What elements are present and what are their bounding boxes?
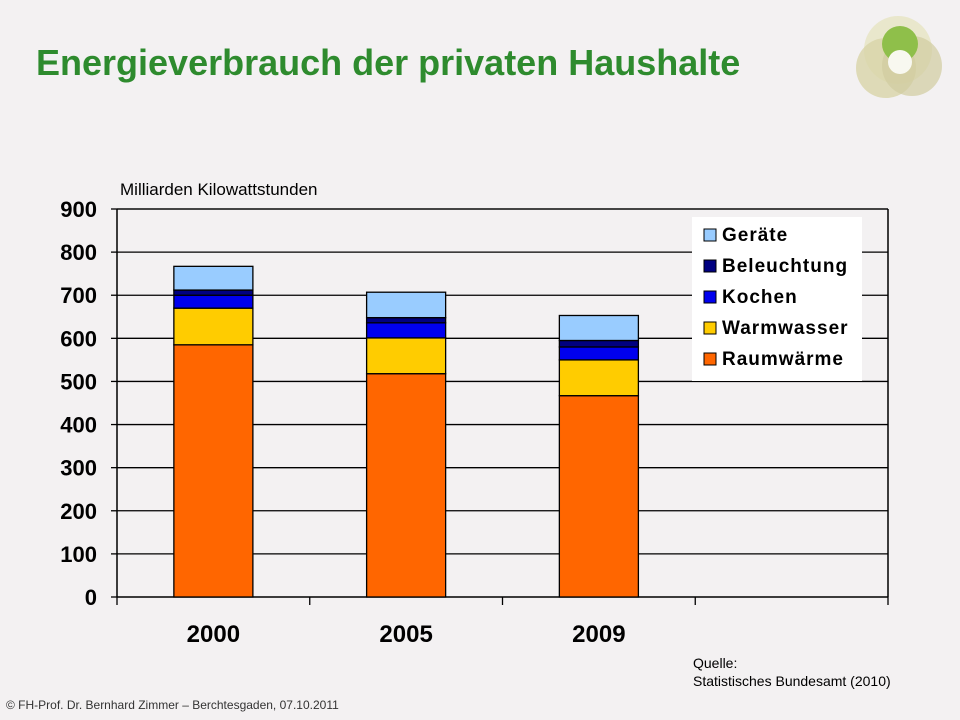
legend-label: Beleuchtung (722, 256, 848, 277)
bar-segment (173, 294, 254, 309)
bar-segment (173, 265, 254, 291)
y-tick-label: 0 (85, 585, 97, 610)
legend-box (692, 217, 862, 381)
legend-swatch (703, 352, 717, 366)
bar-segment (365, 322, 447, 339)
bar-segment (558, 314, 640, 342)
source-text: Statistisches Bundesamt (2010) (693, 673, 891, 689)
footer-credit: © FH-Prof. Dr. Bernhard Zimmer – Berchte… (6, 698, 339, 712)
x-category-label: 2009 (572, 621, 625, 648)
legend-label: Raumwärme (722, 349, 844, 370)
bar-segment (558, 395, 640, 598)
y-tick-label: 700 (60, 283, 97, 308)
legend-label: Geräte (722, 225, 788, 246)
y-tick-label: 400 (60, 413, 97, 438)
y-tick-label: 900 (60, 197, 97, 222)
y-tick-label: 800 (60, 240, 97, 265)
bar-segment (365, 337, 447, 375)
y-tick-label: 200 (60, 499, 97, 524)
bar-segment (173, 344, 254, 598)
source-note: Quelle: Statistisches Bundesamt (2010) (693, 654, 891, 690)
legend-label: Warmwasser (722, 318, 849, 339)
bar-segment (365, 291, 447, 319)
y-tick-label: 100 (60, 542, 97, 567)
legend-swatch (703, 259, 717, 273)
logo-icon (856, 16, 942, 98)
page-title: Energieverbrauch der privaten Haushalte (36, 42, 741, 83)
legend-swatch (703, 290, 717, 304)
x-category-label: 2005 (379, 621, 432, 648)
bar-segment (558, 359, 640, 397)
y-tick-label: 300 (60, 456, 97, 481)
bar-segment (365, 373, 447, 598)
y-axis-unit-label: Milliarden Kilowattstunden (120, 180, 318, 199)
legend-swatch (703, 228, 717, 242)
x-category-label: 2000 (187, 621, 240, 648)
bar-segment (365, 316, 447, 324)
bar-segment (173, 289, 254, 296)
legend-swatch (703, 321, 717, 335)
legend-label: Kochen (722, 287, 798, 308)
bar-segment (558, 346, 640, 361)
source-label: Quelle: (693, 655, 738, 671)
y-tick-label: 500 (60, 369, 97, 394)
bar-segment (173, 307, 254, 346)
y-tick-label: 600 (60, 326, 97, 351)
bar-segment (558, 339, 640, 348)
